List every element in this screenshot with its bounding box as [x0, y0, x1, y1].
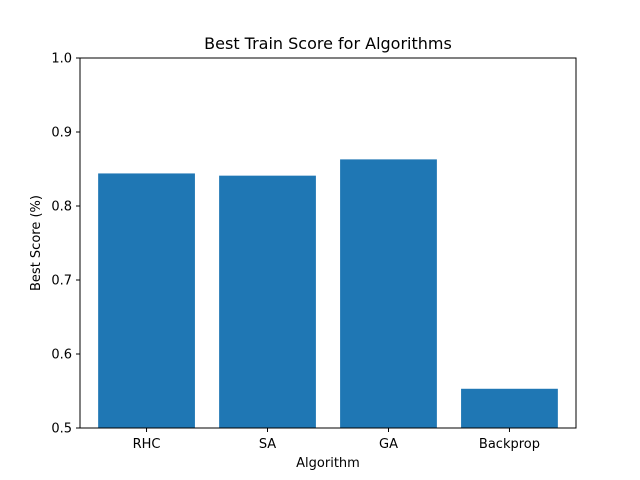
bar-sa [219, 175, 316, 428]
bar-ga [340, 159, 437, 428]
bar-backprop [461, 388, 558, 428]
bar-rhc [98, 173, 195, 428]
y-tick-label: 1.0 [51, 52, 72, 67]
y-tick-label: 0.5 [51, 422, 72, 437]
plot-area-frame [79, 57, 577, 429]
y-tick-label: 0.9 [51, 126, 72, 141]
x-axis-ticks: RHC SA GA Backprop [133, 428, 540, 452]
y-axis-label: Best Score (%) [29, 195, 44, 291]
bars-layer [98, 159, 558, 428]
chart-title: Best Train Score for Algorithms [204, 34, 452, 53]
x-tick-label: GA [379, 437, 398, 452]
x-tick-label: Backprop [479, 437, 540, 452]
y-tick-label: 0.8 [51, 200, 72, 215]
y-tick-label: 0.7 [51, 274, 72, 289]
x-tick-label: SA [259, 437, 276, 452]
y-tick-label: 0.6 [51, 348, 72, 363]
y-axis-ticks: 0.5 0.6 0.7 0.8 0.9 1.0 [51, 52, 80, 437]
x-tick-label: RHC [133, 437, 161, 452]
x-axis-label: Algorithm [296, 456, 360, 471]
